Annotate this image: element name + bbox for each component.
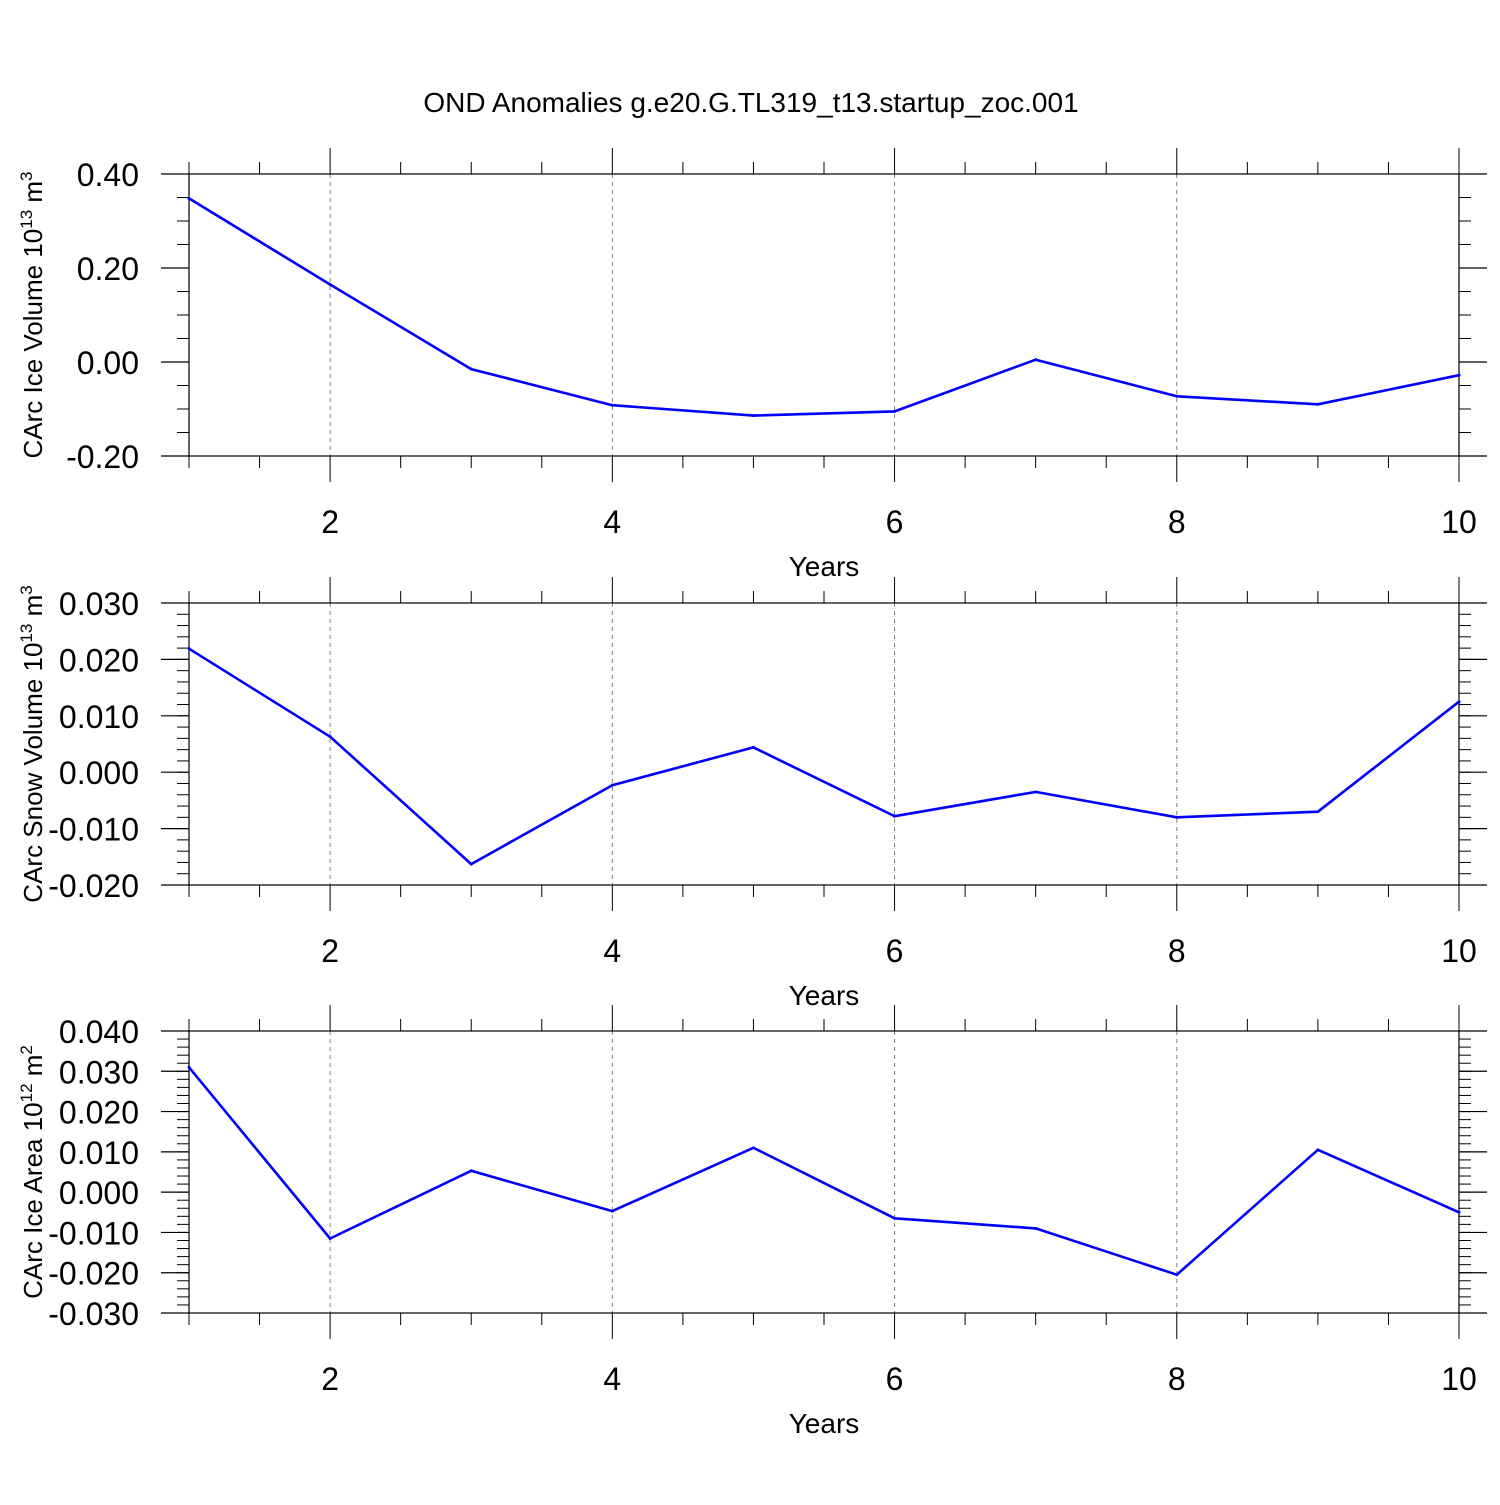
data-point-year-6 <box>893 409 897 413</box>
y-tick-label: 0.000 <box>59 755 139 791</box>
x-axis-label: Years <box>789 551 860 582</box>
data-point-year-4 <box>610 1209 614 1213</box>
y-axis-label-text: CArc Ice Volume 10 <box>18 229 48 459</box>
y-axis-label-unit-exponent: 3 <box>17 171 36 180</box>
data-point-year-8 <box>1175 394 1179 398</box>
x-tick-label: 6 <box>886 1361 904 1397</box>
data-point-year-6 <box>893 1216 897 1220</box>
data-point-year-10 <box>1457 1210 1461 1214</box>
data-point-year-9 <box>1316 810 1320 814</box>
data-point-year-9 <box>1316 1148 1320 1152</box>
x-tick-label: 4 <box>603 933 621 969</box>
y-tick-label: 0.030 <box>59 586 139 622</box>
data-point-year-1 <box>187 647 191 651</box>
data-point-year-7 <box>1034 358 1038 362</box>
y-tick-label: 0.010 <box>59 1135 139 1171</box>
x-tick-label: 2 <box>321 1361 339 1397</box>
x-tick-label: 8 <box>1168 504 1186 540</box>
data-point-year-4 <box>610 783 614 787</box>
y-tick-label: 0.010 <box>59 699 139 735</box>
y-axis-label-exponent: 12 <box>17 1083 36 1102</box>
y-tick-label: -0.030 <box>48 1296 139 1332</box>
x-tick-label: 10 <box>1441 504 1477 540</box>
data-point-year-7 <box>1034 1226 1038 1230</box>
data-point-year-6 <box>893 814 897 818</box>
y-axis-label: CArc Ice Area 1012 m2 <box>17 1045 48 1299</box>
x-tick-label: 6 <box>886 504 904 540</box>
series-line <box>188 647 1460 866</box>
y-axis-label-unit-exponent: 3 <box>17 585 36 594</box>
y-tick-label: -0.010 <box>48 812 139 848</box>
data-point-year-10 <box>1457 373 1461 377</box>
panel-2: -0.020 -0.010 0.000 0.010 0.020 0.030 2 4 6 8 10 Ye… <box>17 577 1487 1011</box>
x-tick-label: 10 <box>1441 933 1477 969</box>
data-point-year-2 <box>328 735 332 739</box>
y-axis-label-exponent: 13 <box>17 624 36 643</box>
y-axis-label: CArc Ice Volume 1013 m3 <box>17 171 48 458</box>
y-axis-label-exponent: 13 <box>17 210 36 229</box>
plot-frame <box>188 602 1460 886</box>
x-tick-label: 8 <box>1168 933 1186 969</box>
data-point-year-5 <box>751 745 755 749</box>
x-axis-label: Years <box>789 1408 860 1439</box>
y-axis-label-text: CArc Snow Volume 10 <box>18 643 48 903</box>
data-point-year-1 <box>187 196 191 200</box>
y-axis-label-unit: m <box>18 595 48 624</box>
y-tick-label: 0.040 <box>59 1014 139 1050</box>
chart-title: OND Anomalies g.e20.G.TL319_t13.startup_… <box>423 87 1078 118</box>
data-point-year-4 <box>610 403 614 407</box>
y-tick-label: -0.010 <box>48 1215 139 1251</box>
data-point-year-5 <box>751 414 755 418</box>
x-tick-label: 4 <box>603 1361 621 1397</box>
panel-1: -0.20 0.00 0.20 0.40 2 4 6 8 10 Years CArc Ice Vol… <box>17 148 1487 582</box>
x-tick-label: 2 <box>321 504 339 540</box>
data-point-year-3 <box>469 367 473 371</box>
y-tick-label: -0.020 <box>48 1256 139 1292</box>
data-point-year-7 <box>1034 790 1038 794</box>
x-tick-label: 4 <box>603 504 621 540</box>
y-tick-label: 0.020 <box>59 642 139 678</box>
y-tick-label: 0.020 <box>59 1095 139 1131</box>
data-point-year-2 <box>328 1236 332 1240</box>
panel-3: -0.030 -0.020 -0.010 0.000 0.010 0.020 0.030 0.… <box>17 1005 1487 1439</box>
y-tick-label: 0.00 <box>77 345 139 381</box>
series-line <box>187 1066 1460 1276</box>
y-tick-label: 0.20 <box>77 251 139 287</box>
data-point-year-2 <box>328 282 332 286</box>
y-axis-label-unit: m <box>18 181 48 210</box>
y-tick-label: 0.030 <box>59 1054 139 1090</box>
data-point-year-5 <box>751 1146 755 1150</box>
y-tick-label: 0.40 <box>77 157 139 193</box>
x-tick-label: 10 <box>1441 1361 1477 1397</box>
y-axis-label: CArc Snow Volume 1013 m3 <box>17 585 48 902</box>
y-axis-label-unit: m <box>18 1055 48 1084</box>
y-tick-label: -0.020 <box>48 868 139 904</box>
y-axis-label-text: CArc Ice Area 10 <box>18 1102 48 1299</box>
x-tick-label: 2 <box>321 933 339 969</box>
data-point-year-3 <box>469 1169 473 1173</box>
x-axis-label: Years <box>789 980 860 1011</box>
y-axis-label-unit-exponent: 2 <box>17 1045 36 1054</box>
data-point-year-1 <box>187 1065 191 1069</box>
panels: -0.20 0.00 0.20 0.40 2 4 6 8 10 Years CArc Ice Vol… <box>17 148 1487 1439</box>
y-tick-label: -0.20 <box>66 439 139 475</box>
x-tick-label: 8 <box>1168 1361 1186 1397</box>
data-point-year-8 <box>1175 815 1179 819</box>
plot-frame <box>188 1030 1460 1314</box>
y-tick-label: 0.000 <box>59 1175 139 1211</box>
data-point-year-3 <box>469 862 473 866</box>
data-point-year-10 <box>1457 700 1461 704</box>
data-point-year-9 <box>1316 402 1320 406</box>
series-line <box>188 197 1460 417</box>
x-tick-label: 6 <box>886 933 904 969</box>
data-point-year-8 <box>1175 1273 1179 1277</box>
